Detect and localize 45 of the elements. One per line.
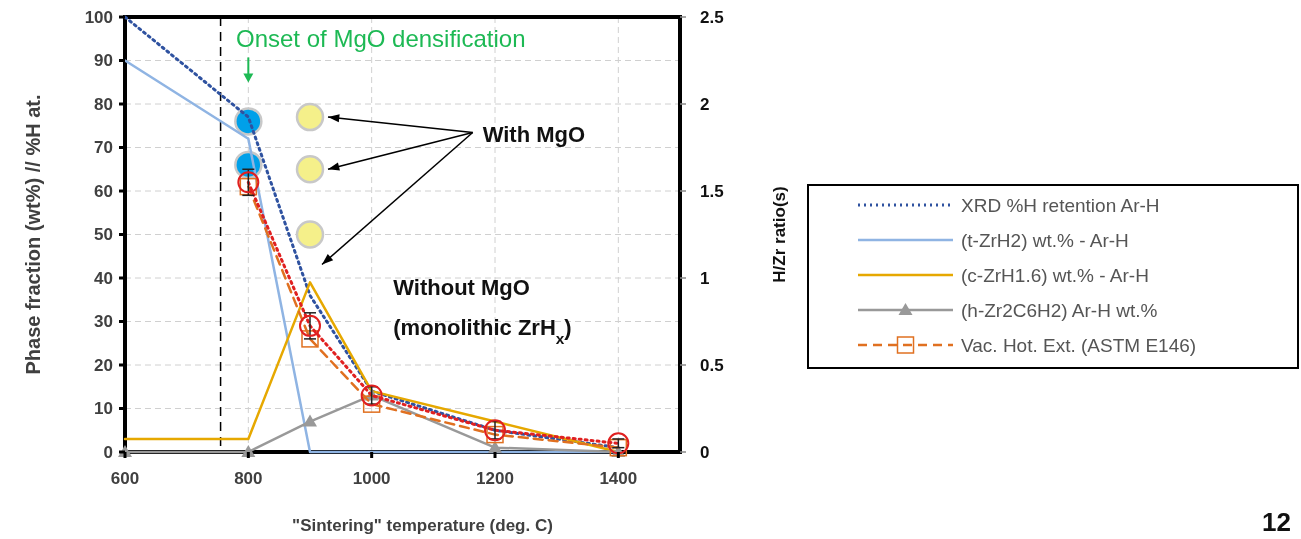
point	[239, 177, 258, 196]
y2-axis-title: H/Zr ratio(s)	[770, 186, 789, 283]
y2-tick-label: 0	[700, 442, 710, 462]
legend-label: (c-ZrH1.6) wt.% - Ar-H	[961, 264, 1149, 286]
y-tick-label: 50	[94, 225, 113, 245]
text: 12	[1262, 507, 1291, 537]
point	[362, 395, 381, 413]
legend-label: XRD %H retention Ar-H	[961, 194, 1160, 216]
legend-label: (t-ZrH2) wt.% - Ar-H	[961, 229, 1129, 251]
point	[295, 102, 325, 132]
y-tick-label: 70	[94, 138, 113, 158]
point	[486, 425, 504, 444]
y-tick-label: 60	[94, 181, 113, 201]
point	[303, 414, 317, 427]
annotation: (monolithic ZrH$_{x}$)	[393, 314, 572, 347]
y2-tick-label: 1	[700, 268, 710, 288]
x-tick-label: 1000	[352, 469, 391, 488]
y2-tick-label: 2.5	[700, 7, 724, 27]
x-tick-label: 1400	[599, 469, 638, 488]
annotation: Without MgO	[393, 275, 530, 301]
x-tick-label: 600	[110, 469, 140, 488]
annotation: With MgO	[482, 122, 586, 148]
y-tick-label: 30	[94, 312, 113, 332]
point	[301, 330, 319, 348]
y2-tick-label: 2	[700, 94, 710, 114]
point	[488, 440, 502, 453]
y-tick-label: 10	[94, 399, 113, 419]
x-tick-label: 800	[234, 469, 263, 488]
x-tick-label: 1200	[476, 469, 514, 488]
y-tick-label: 0	[103, 442, 113, 462]
legend-label: (h-Zr2C6H2) Ar-H wt.%	[961, 299, 1158, 321]
y2-tick-label: 0.5	[700, 355, 724, 375]
point	[295, 220, 325, 249]
y-tick-label: 40	[94, 268, 113, 288]
point	[607, 432, 630, 455]
point	[295, 155, 325, 184]
legend-label: Vac. Hot. Ext. (ASTM E146)	[961, 334, 1197, 356]
annotation: Onset of MgO densification	[236, 25, 526, 53]
y-tick-label: 20	[94, 355, 113, 375]
y-tick-label: 90	[94, 51, 113, 71]
y-axis-title: Phase fraction (wt%) // %H at.	[22, 94, 44, 375]
y-tick-label: 80	[94, 94, 113, 114]
x-axis-title: "Sintering" temperature (deg. C)	[292, 516, 553, 535]
y2-tick-label: 1.5	[700, 181, 724, 201]
y-tick-label: 100	[84, 7, 113, 27]
